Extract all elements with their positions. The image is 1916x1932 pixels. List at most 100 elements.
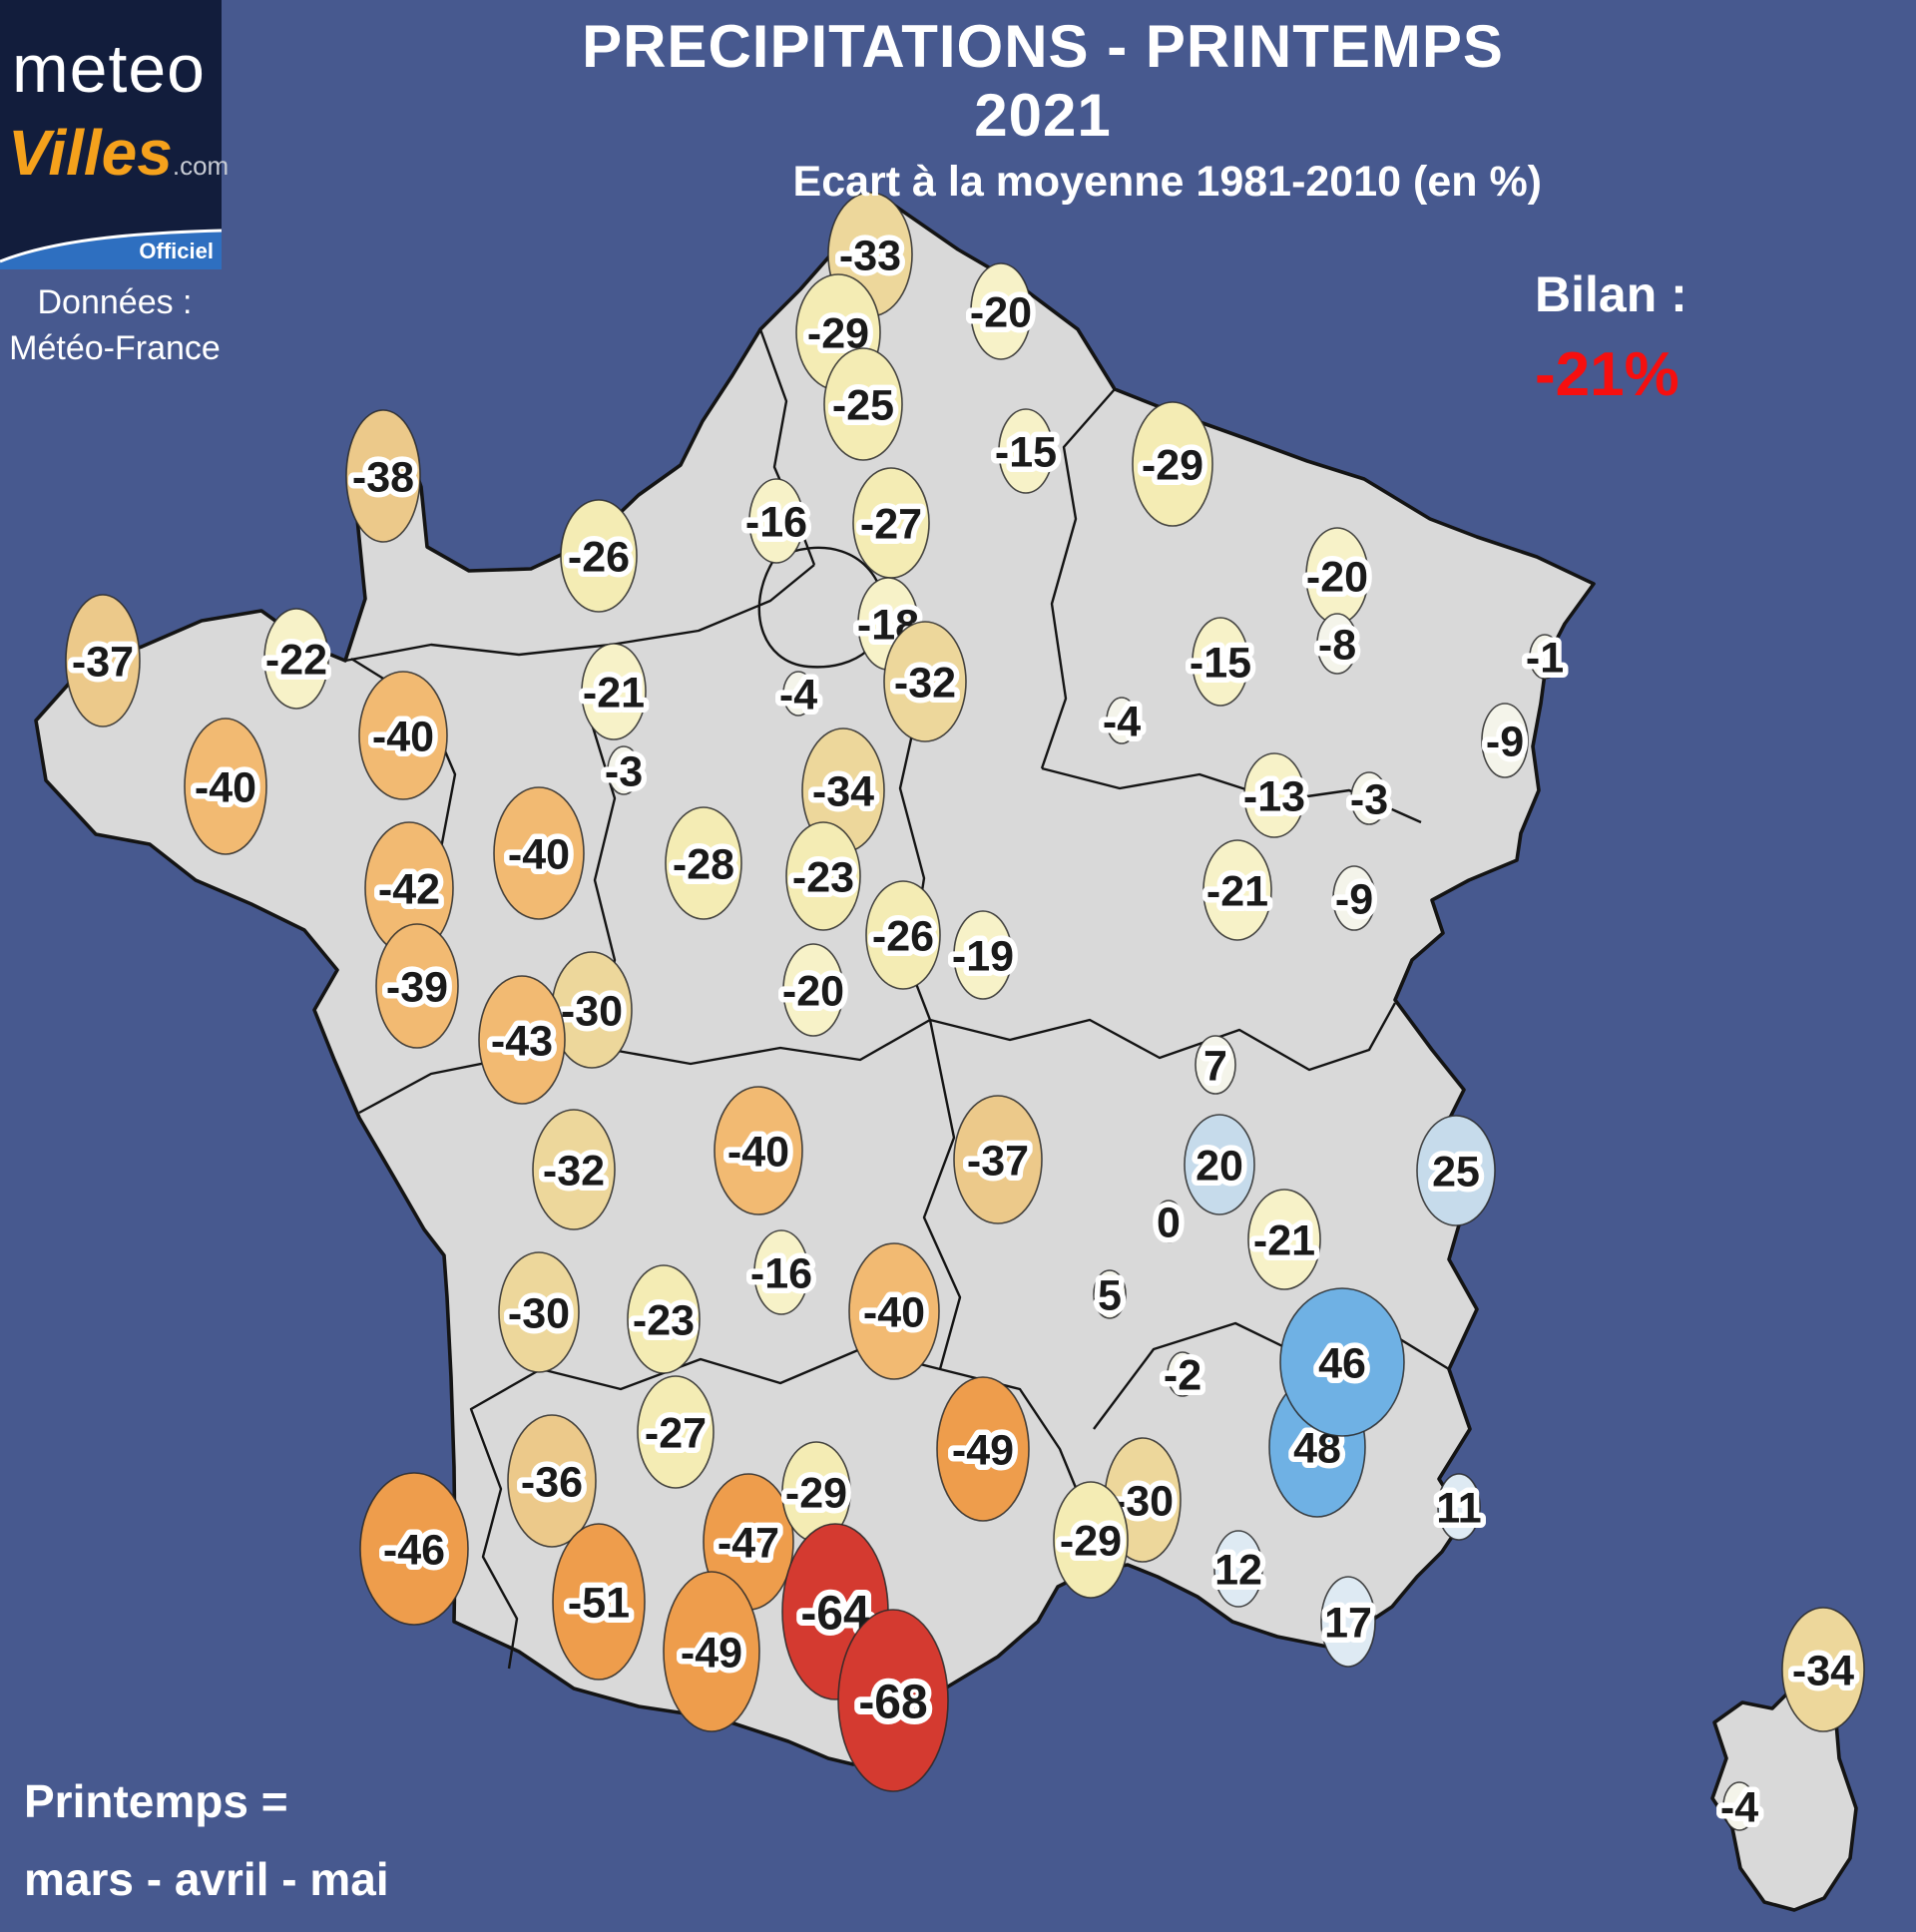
bubble-ellipse — [532, 1109, 616, 1230]
precipitation-bubble: -46 — [359, 1472, 469, 1626]
bubble-value-label: -39 — [386, 963, 448, 1011]
bubble-value-label: -40 — [508, 830, 570, 878]
bubble-value-label: -8 — [1318, 621, 1356, 669]
bubble-value-label: -32 — [543, 1147, 605, 1195]
precipitation-bubble: 25 — [1416, 1115, 1496, 1226]
bubble-ellipse — [823, 347, 903, 461]
bubble-value-label: -21 — [1253, 1216, 1315, 1264]
bubble-value-label: -23 — [792, 853, 854, 901]
bubble-value-label: 12 — [1214, 1546, 1262, 1594]
precipitation-bubble: -40 — [184, 718, 267, 855]
precipitation-bubble: -13 — [1237, 752, 1311, 838]
bubble-ellipse — [552, 1523, 646, 1681]
bubble-value-label: -20 — [782, 967, 844, 1015]
bubble-ellipse — [1192, 617, 1249, 707]
precipitation-bubble: -37 — [65, 594, 141, 727]
bubble-value-label: -46 — [383, 1526, 445, 1574]
bubble-ellipse — [607, 745, 641, 795]
bubble-ellipse — [665, 806, 742, 920]
bubble-ellipse — [1437, 1473, 1481, 1541]
bubble-ellipse — [263, 608, 329, 710]
precipitation-bubble: -40 — [358, 671, 448, 800]
bubble-value-label: -32 — [894, 659, 956, 707]
bubble-value-label: 5 — [1098, 1271, 1122, 1319]
precipitation-bubble: -15 — [989, 408, 1063, 494]
bubble-ellipse — [837, 1609, 949, 1792]
bubble-ellipse — [1243, 752, 1305, 838]
bubble-value-label: -34 — [1792, 1647, 1854, 1694]
logo-tld: .com — [172, 151, 230, 181]
bubble-ellipse — [65, 594, 141, 727]
precipitation-bubble: -26 — [865, 880, 941, 990]
precipitation-bubble: -8 — [1312, 613, 1362, 675]
footer-season-label: Printemps = — [24, 1775, 288, 1827]
precipitation-bubble: -34 — [801, 727, 885, 853]
bubble-value-label: -3 — [1350, 775, 1388, 823]
bubble-value-label: -3 — [605, 747, 643, 795]
precipitation-bubble: -16 — [744, 1229, 818, 1315]
bilan-block: Bilan : -21% — [1535, 265, 1687, 410]
bubble-value-label: 46 — [1318, 1339, 1366, 1387]
precipitation-bubble: -27 — [852, 467, 930, 579]
precipitation-bubble: 20 — [1184, 1114, 1255, 1215]
precipitation-bubble: -21 — [1247, 1189, 1321, 1290]
precipitation-bubble: -32 — [883, 621, 967, 742]
bubble-value-label: -4 — [1103, 698, 1141, 745]
bubble-value-label: -20 — [970, 288, 1032, 336]
bubble-ellipse — [1132, 401, 1213, 527]
bubble-ellipse — [848, 1242, 940, 1380]
bubble-value-label: -33 — [839, 232, 901, 279]
corsica-island-outline — [1710, 1677, 1858, 1912]
bubble-value-label: 20 — [1196, 1142, 1243, 1190]
bubble-value-label: -42 — [378, 865, 440, 913]
bubble-value-label: -29 — [1142, 441, 1203, 489]
precipitation-bubble: -37 — [953, 1095, 1043, 1224]
data-source: Données : Météo-France — [0, 279, 230, 371]
precipitation-bubble: -28 — [665, 806, 742, 920]
bubble-value-label: -34 — [812, 767, 874, 815]
bubble-value-label: -27 — [860, 500, 922, 548]
bubble-ellipse — [581, 643, 647, 740]
precipitation-bubble: -32 — [532, 1109, 616, 1230]
bubble-value-label: -13 — [1243, 772, 1305, 820]
bubble-value-label: -15 — [1190, 639, 1251, 687]
map-subtitle: Ecart à la moyenne 1981-2010 (en %) — [792, 158, 1542, 206]
bubble-ellipse — [753, 1229, 809, 1315]
bubble-value-label: -4 — [779, 671, 817, 719]
precipitation-bubble: -39 — [375, 923, 459, 1049]
precipitation-bubble: -9 — [1329, 865, 1379, 931]
logo-band — [0, 229, 222, 269]
bubble-ellipse — [1781, 1607, 1865, 1732]
bubble-ellipse — [493, 786, 585, 920]
precipitation-bubble: 12 — [1209, 1530, 1267, 1608]
precipitation-bubble: -23 — [627, 1264, 701, 1374]
precipitation-bubble: -43 — [478, 975, 566, 1105]
bubble-value-label: -27 — [645, 1409, 707, 1457]
bubble-ellipse — [1481, 703, 1529, 778]
precipitation-bubble: -29 — [1053, 1481, 1129, 1599]
precipitation-bubble: -16 — [739, 478, 813, 564]
bubble-value-label: -21 — [583, 669, 645, 717]
precipitation-bubble: -29 — [779, 1441, 853, 1543]
bubble-ellipse — [785, 821, 861, 931]
bubble-value-label: 17 — [1324, 1599, 1372, 1647]
bubble-ellipse — [1332, 865, 1376, 931]
precipitation-bubble: -4 — [1714, 1778, 1763, 1837]
logo-villes-word: Villes — [8, 117, 173, 189]
precipitation-bubble: -29 — [1132, 401, 1213, 527]
bubble-ellipse — [359, 1472, 469, 1626]
bubble-value-label: -38 — [352, 453, 414, 501]
precipitation-bubble: -21 — [1200, 839, 1274, 941]
precipitation-bubble: -1 — [1520, 629, 1569, 688]
precipitation-bubble: -26 — [560, 499, 638, 613]
footer-months: mars - avril - mai — [24, 1853, 389, 1905]
bubble-ellipse — [953, 1095, 1043, 1224]
bubble-ellipse — [507, 1414, 597, 1548]
meteovilles-logo: meteo Villes.com Officiel — [0, 0, 229, 269]
map-title: PRECIPITATIONS - PRINTEMPS 2021 — [582, 13, 1504, 149]
bubble-ellipse — [782, 671, 814, 717]
bubble-value-label: -30 — [561, 987, 623, 1035]
bubble-value-label: -30 — [508, 1289, 570, 1337]
precipitation-bubble: -40 — [848, 1242, 940, 1380]
bubble-ellipse — [1202, 839, 1272, 941]
